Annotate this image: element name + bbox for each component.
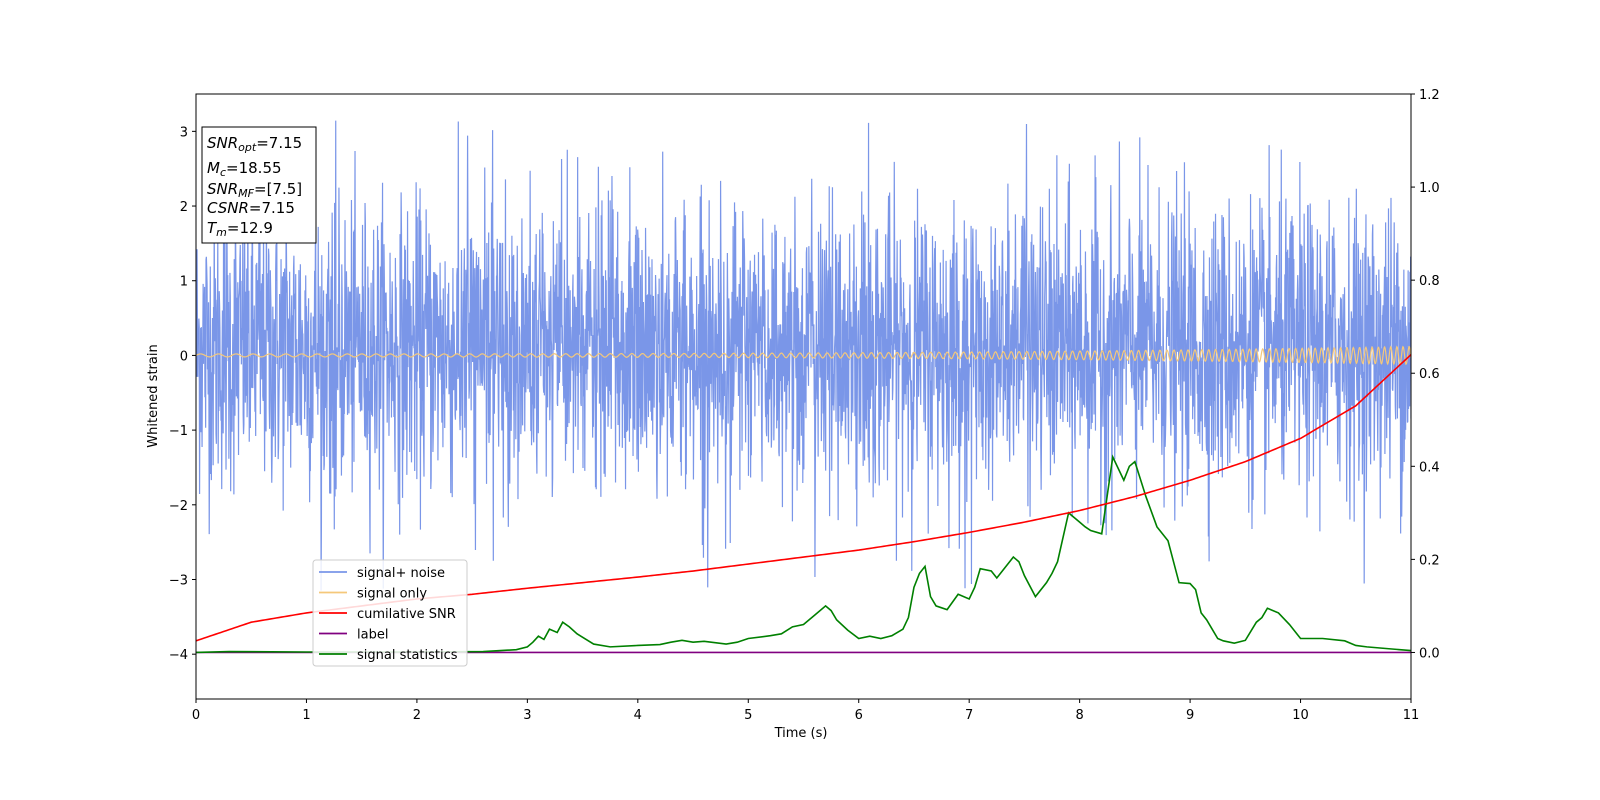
x-axis: 0 1 2 3 4 5 6 7 8 9 10 11 [192,699,1419,723]
y-tick-label-left: −1 [169,424,188,439]
annotation-value: =[7.5] [254,180,302,198]
x-tick-label: 10 [1292,708,1309,723]
y-tick-label-left: −3 [169,573,188,588]
legend-cumulative-snr-text: cumilative SNR [357,607,456,622]
annotation-value: =7.15 [256,134,302,152]
signal-statistics-line [196,454,1411,654]
annotation-value: =12.9 [227,219,273,237]
legend-signal-statistics-text: signal statistics [357,648,458,663]
legend-frame [312,559,468,667]
legend-label-text: label [357,628,388,643]
y-tick-label-left: 3 [180,125,188,140]
annotation-line: SNRopt=7.15 [207,134,302,154]
x-tick-label: 11 [1403,708,1420,723]
annotation-subscript: opt [238,141,257,154]
y-tick-label-right: 1.0 [1419,181,1440,196]
y-axis-right: 0.0 0.2 0.4 0.6 0.8 1.0 1.2 [1411,88,1440,661]
y-tick-label-left: 1 [180,275,188,290]
annotation-subscript: c [220,166,226,179]
y-axis-left: −4 −3 −2 −1 0 1 2 3 [169,125,196,663]
annotation-symbol: M [207,159,220,177]
x-tick-label: 1 [302,708,310,723]
legend: signal+ noise signal only cumilative SNR la… [312,559,468,667]
y-tick-label-right: 0.0 [1419,646,1440,661]
annotation-symbol: T [207,219,218,237]
y-tick-label-right: 0.4 [1419,460,1440,475]
annotation-value: =18.55 [226,159,282,177]
signal-noise-line [196,120,1411,591]
annotation-subscript: m [216,226,227,239]
x-tick-label: 8 [1075,708,1083,723]
annotation-subscript: MF [238,187,254,200]
y-axis-label: Whitened strain [146,344,161,447]
annotation-box: SNRopt=7.15Mc=18.55SNRMF=[7.5]CSNR=7.15T… [201,126,317,244]
y-tick-label-right: 1.2 [1419,88,1440,103]
annotation-line: Tm=12.9 [207,219,273,239]
annotation-line: CSNR=7.15 [207,199,295,217]
annotation-symbol: SNR [207,134,238,152]
x-tick-label: 3 [523,708,531,723]
annotation-symbol: CSNR [207,199,249,217]
x-tick-label: 2 [413,708,421,723]
annotation-value: =7.15 [249,199,295,217]
x-tick-label: 6 [855,708,863,723]
x-tick-label: 4 [634,708,642,723]
legend-signal-only-text: signal only [357,587,427,602]
x-axis-label: Time (s) [774,726,828,741]
y-tick-label-right: 0.2 [1419,553,1440,568]
y-tick-label-left: −4 [169,648,188,663]
y-tick-label-right: 0.8 [1419,274,1440,289]
signal-only-line [196,345,1411,366]
legend-signal-noise-text: signal+ noise [357,566,445,581]
y-tick-label-left: 2 [180,200,188,215]
x-tick-label: 0 [192,708,200,723]
y-tick-label-right: 0.6 [1419,367,1440,382]
x-tick-label: 7 [965,708,973,723]
x-tick-label: 9 [1186,708,1194,723]
annotation-symbol: SNR [207,180,238,198]
annotation-line: Mc=18.55 [207,159,282,179]
plot-frame [195,93,1412,700]
y-tick-label-left: 0 [180,349,188,364]
y-tick-label-left: −2 [169,499,188,514]
annotation-box-frame [201,126,317,244]
annotation-line: SNRMF=[7.5] [207,180,302,200]
x-tick-label: 5 [744,708,752,723]
